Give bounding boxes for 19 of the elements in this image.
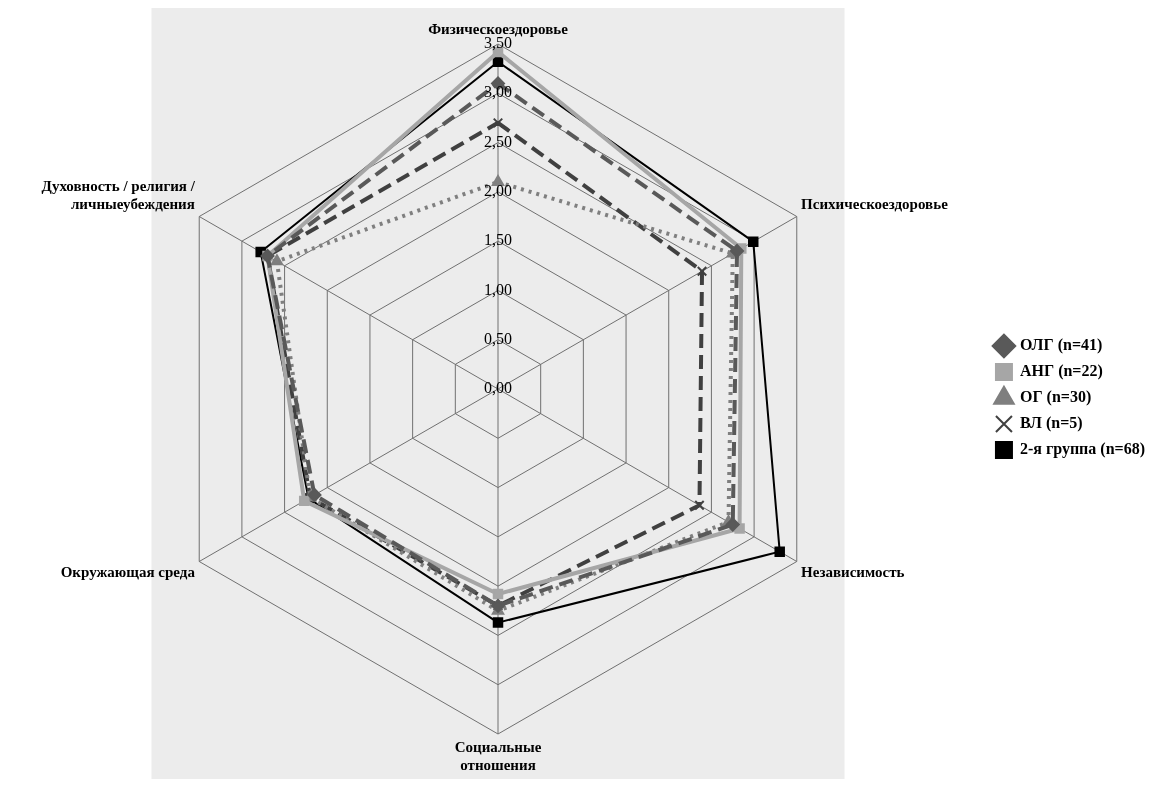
spoke-label: Независимость	[801, 563, 905, 580]
y-tick-label: 3,50	[484, 34, 512, 52]
spoke-label: Социальные отношения	[454, 738, 542, 773]
spoke-label: Духовность / религия / личныеубеждения	[41, 177, 196, 212]
y-tick-label: 1,50	[484, 231, 512, 249]
legend-label: ОГ (n=30)	[1019, 388, 1092, 407]
y-tick-label: 2,50	[484, 132, 512, 150]
spoke-label: Физическоездоровье	[428, 20, 569, 37]
y-tick-label: 0,00	[484, 379, 512, 397]
y-tick-label: 3,00	[484, 83, 512, 101]
y-tick-label: 1,00	[484, 280, 512, 298]
spoke-label: Окружающая среда	[60, 563, 196, 580]
legend-label: 2-я группа (n=68)	[1019, 440, 1145, 459]
legend-label: ОЛГ (n=41)	[1019, 336, 1103, 355]
legend-label: ВЛ (n=5)	[1019, 414, 1083, 433]
legend-label: АНГ (n=22)	[1019, 362, 1103, 381]
y-tick-label: 0,50	[484, 329, 512, 347]
y-tick-label: 2,00	[484, 182, 512, 200]
spoke-label: Психическоездоровье	[801, 195, 949, 212]
